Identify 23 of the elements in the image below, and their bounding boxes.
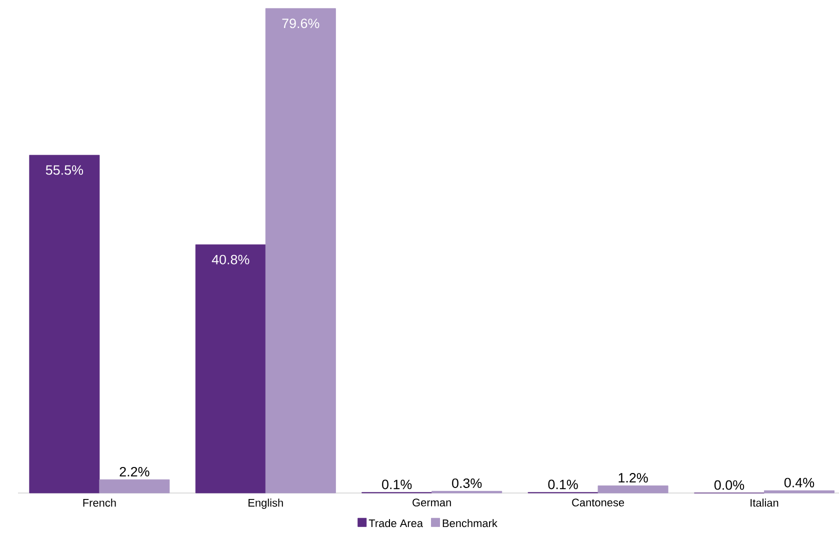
data-label: 0.0% <box>714 480 744 490</box>
data-label: 0.1% <box>548 480 578 490</box>
bar <box>99 479 170 494</box>
x-tick-label: Cantonese <box>572 498 624 506</box>
legend-label: Benchmark <box>442 519 498 528</box>
x-tick-label: English <box>248 498 283 509</box>
x-tick-label: French <box>83 498 116 507</box>
bar <box>598 485 668 494</box>
bar <box>265 8 336 494</box>
data-label: 0.1% <box>382 480 412 490</box>
data-label: 0.4% <box>784 478 814 488</box>
bar <box>764 490 834 494</box>
data-label: 55.5% <box>46 165 84 175</box>
x-tick-label: German <box>412 498 451 506</box>
bar <box>195 244 266 494</box>
data-label: 40.8% <box>212 254 250 264</box>
data-label: 2.2% <box>120 466 150 476</box>
legend-label: Trade Area <box>368 519 424 528</box>
bar <box>29 154 100 494</box>
x-tick-label: Italian <box>750 498 778 507</box>
data-label: 79.6% <box>282 18 320 28</box>
data-label: 1.2% <box>618 473 648 483</box>
data-label: 0.3% <box>452 478 482 488</box>
